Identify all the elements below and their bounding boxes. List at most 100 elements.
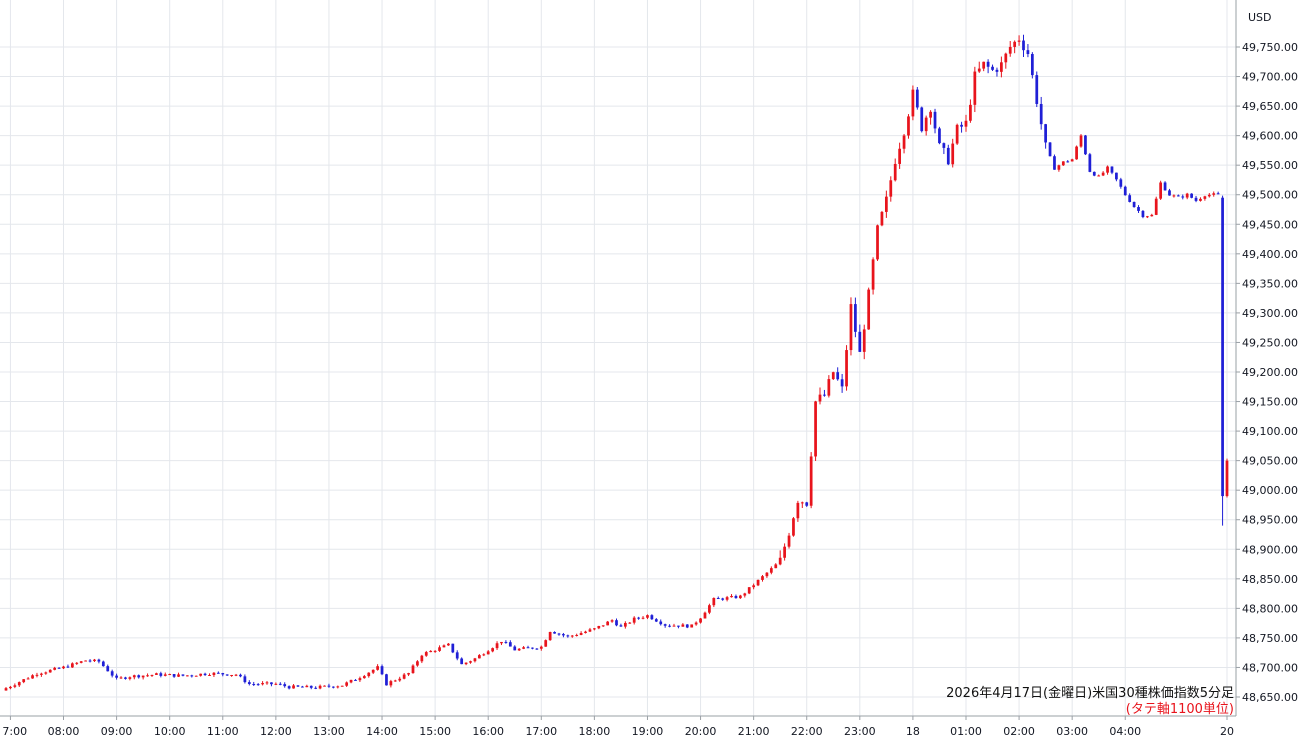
candle-up: [424, 652, 428, 656]
candle-down: [243, 676, 247, 683]
candle-up: [570, 635, 574, 637]
candle-up: [367, 672, 371, 677]
candle-down: [840, 379, 844, 387]
price-tick-label: 49,200.00: [1242, 366, 1298, 379]
candle-up: [827, 379, 831, 396]
candle-up: [924, 117, 928, 132]
candle-up: [491, 648, 495, 652]
candle-up: [765, 572, 769, 577]
candle-down: [278, 683, 282, 685]
candle-up: [1145, 216, 1149, 218]
grid: [0, 0, 1236, 716]
time-tick-label: 16:00: [472, 725, 504, 738]
candle-up: [234, 674, 238, 676]
candle-down: [531, 647, 534, 649]
candle-up: [318, 685, 322, 689]
candle-up: [340, 685, 344, 687]
time-tick-label: 15:00: [419, 725, 451, 738]
candle-up: [628, 622, 632, 624]
price-tick-label: 49,000.00: [1242, 484, 1298, 497]
time-tick-label: 19:00: [632, 725, 664, 738]
candle-up: [681, 624, 685, 627]
candle-down: [225, 674, 229, 676]
candle-up: [969, 104, 972, 121]
time-tick-label: 11:00: [207, 725, 239, 738]
candle-up: [79, 661, 83, 663]
candle-up: [473, 658, 477, 662]
candle-up: [141, 675, 145, 678]
candle-down: [380, 666, 384, 675]
candle-down: [97, 659, 101, 662]
time-tick-label: 01:00: [950, 725, 982, 738]
candle-down: [535, 648, 539, 650]
candle-up: [871, 259, 875, 290]
candle-up: [75, 662, 79, 664]
time-tick-label: 04:00: [1109, 725, 1141, 738]
candle-up: [588, 629, 592, 632]
candle-up: [579, 633, 583, 635]
candle-down: [805, 502, 809, 506]
candle-up: [336, 686, 340, 688]
candle-down: [1194, 197, 1198, 201]
candle-down: [526, 647, 530, 649]
candle-down: [668, 625, 671, 627]
candle-up: [469, 661, 472, 663]
candle-up: [362, 676, 366, 679]
candle-down: [504, 641, 508, 643]
time-tick-label: 12:00: [260, 725, 292, 738]
time-tick-label: 23:00: [844, 725, 876, 738]
candle-down: [615, 620, 618, 626]
candle-up: [22, 679, 26, 683]
candle-up: [420, 655, 424, 662]
candle-up: [796, 502, 800, 519]
candle-down: [1084, 135, 1087, 155]
candle-up: [500, 641, 503, 644]
candle-up: [146, 675, 149, 677]
candle-down: [287, 686, 291, 689]
candle-up: [17, 682, 21, 686]
candle-up: [1207, 194, 1211, 197]
time-tick-label: 18:00: [579, 725, 611, 738]
candle-down: [986, 61, 990, 67]
candle-up: [831, 372, 835, 380]
candle-up: [761, 576, 764, 580]
price-tick-label: 48,850.00: [1242, 573, 1298, 586]
candle-up: [884, 196, 888, 212]
candle-up: [433, 650, 437, 652]
candle-up: [1185, 193, 1189, 198]
candle-down: [1044, 124, 1047, 143]
candle-up: [548, 631, 552, 641]
candle-down: [915, 89, 919, 108]
candle-up: [747, 587, 751, 594]
candle-down: [663, 624, 667, 626]
candle-up: [150, 674, 154, 676]
candle-up: [4, 688, 8, 691]
candle-down: [1123, 186, 1127, 196]
candle-down: [115, 675, 118, 678]
time-tick-label: 22:00: [791, 725, 823, 738]
price-tick-label: 48,900.00: [1242, 543, 1298, 556]
candle-down: [836, 372, 840, 380]
candle-down: [1026, 50, 1030, 55]
candle-up: [623, 622, 627, 627]
candle-up: [261, 683, 264, 685]
candle-down: [66, 666, 70, 668]
candle-up: [610, 620, 614, 622]
price-tick-label: 49,100.00: [1242, 425, 1298, 438]
candle-up: [194, 675, 198, 677]
candle-down: [137, 675, 141, 678]
candle-up: [48, 669, 52, 673]
candle-up: [867, 289, 871, 330]
candle-down: [562, 634, 565, 636]
candle-down: [1221, 197, 1224, 497]
candle-down: [57, 667, 61, 669]
candle-up: [593, 628, 596, 630]
candle-down: [1066, 161, 1070, 163]
candle-up: [393, 680, 397, 682]
candle-up: [539, 646, 543, 649]
candle-up: [53, 667, 57, 670]
candle-up: [1106, 166, 1109, 173]
candle-up: [911, 89, 915, 117]
candle-up: [1199, 198, 1202, 201]
candle-up: [725, 597, 729, 600]
